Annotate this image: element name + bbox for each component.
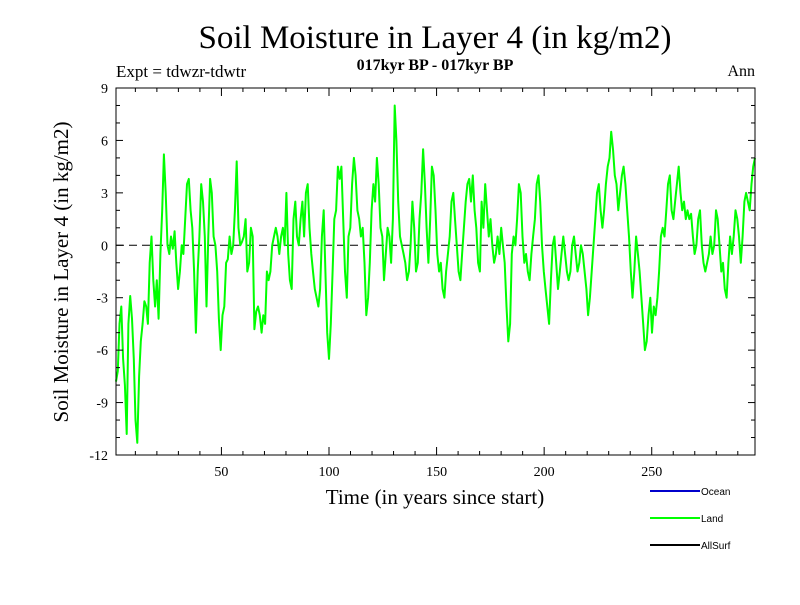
legend: Ocean Land AllSurf xyxy=(650,487,731,552)
tick-layer: -12 -9 -6 -3 0 3 6 9 50 100 150 200 250 xyxy=(89,82,755,480)
y-tick-label: -3 xyxy=(96,292,108,307)
y-tick-label: 0 xyxy=(101,239,108,254)
x-tick-label: 50 xyxy=(214,465,228,480)
plot-frame xyxy=(115,87,756,456)
legend-label-allsurf: AllSurf xyxy=(701,541,731,552)
x-tick-label: 200 xyxy=(534,465,555,480)
y-tick-label: 6 xyxy=(101,134,108,149)
x-tick-label: 150 xyxy=(426,465,447,480)
experiment-label: Expt = tdwzr-tdwtr xyxy=(116,62,246,81)
y-axis-label: Soil Moisture in Layer 4 (in kg/m2) xyxy=(49,122,73,423)
series-layer xyxy=(115,104,756,444)
y-tick-label: 9 xyxy=(101,82,108,97)
y-tick-label: 3 xyxy=(101,187,108,202)
y-tick-label: -9 xyxy=(96,397,108,412)
chart-title: Soil Moisture in Layer 4 (in kg/m2) xyxy=(199,20,672,56)
y-tick-label: -6 xyxy=(96,344,108,359)
x-tick-label: 100 xyxy=(319,465,340,480)
legend-label-land: Land xyxy=(701,514,723,525)
legend-label-ocean: Ocean xyxy=(701,487,730,498)
series-line-land xyxy=(115,104,756,444)
x-axis-label: Time (in years since start) xyxy=(326,485,545,509)
season-label: Ann xyxy=(727,63,755,80)
y-tick-label: -12 xyxy=(89,449,108,464)
chart-subtitle: 017kyr BP - 017kyr BP xyxy=(357,57,514,74)
x-tick-label: 250 xyxy=(641,465,662,480)
